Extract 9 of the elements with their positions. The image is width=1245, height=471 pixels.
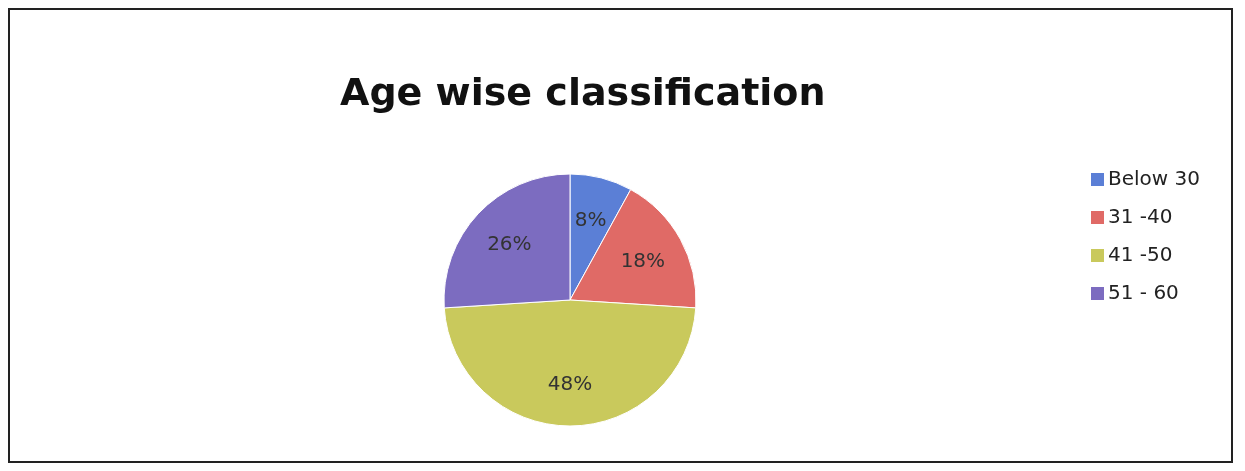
legend-label: 31 -40 — [1108, 204, 1173, 228]
data-label: 8% — [574, 207, 607, 232]
legend-label: 41 -50 — [1108, 242, 1173, 266]
data-label: 18% — [620, 247, 666, 272]
data-label: 26% — [487, 231, 532, 256]
legend-label: Below 30 — [1108, 166, 1200, 190]
legend-label: 51 - 60 — [1108, 280, 1179, 304]
data-label: 48% — [547, 371, 593, 396]
chart-title: Age wise classification — [340, 70, 826, 114]
